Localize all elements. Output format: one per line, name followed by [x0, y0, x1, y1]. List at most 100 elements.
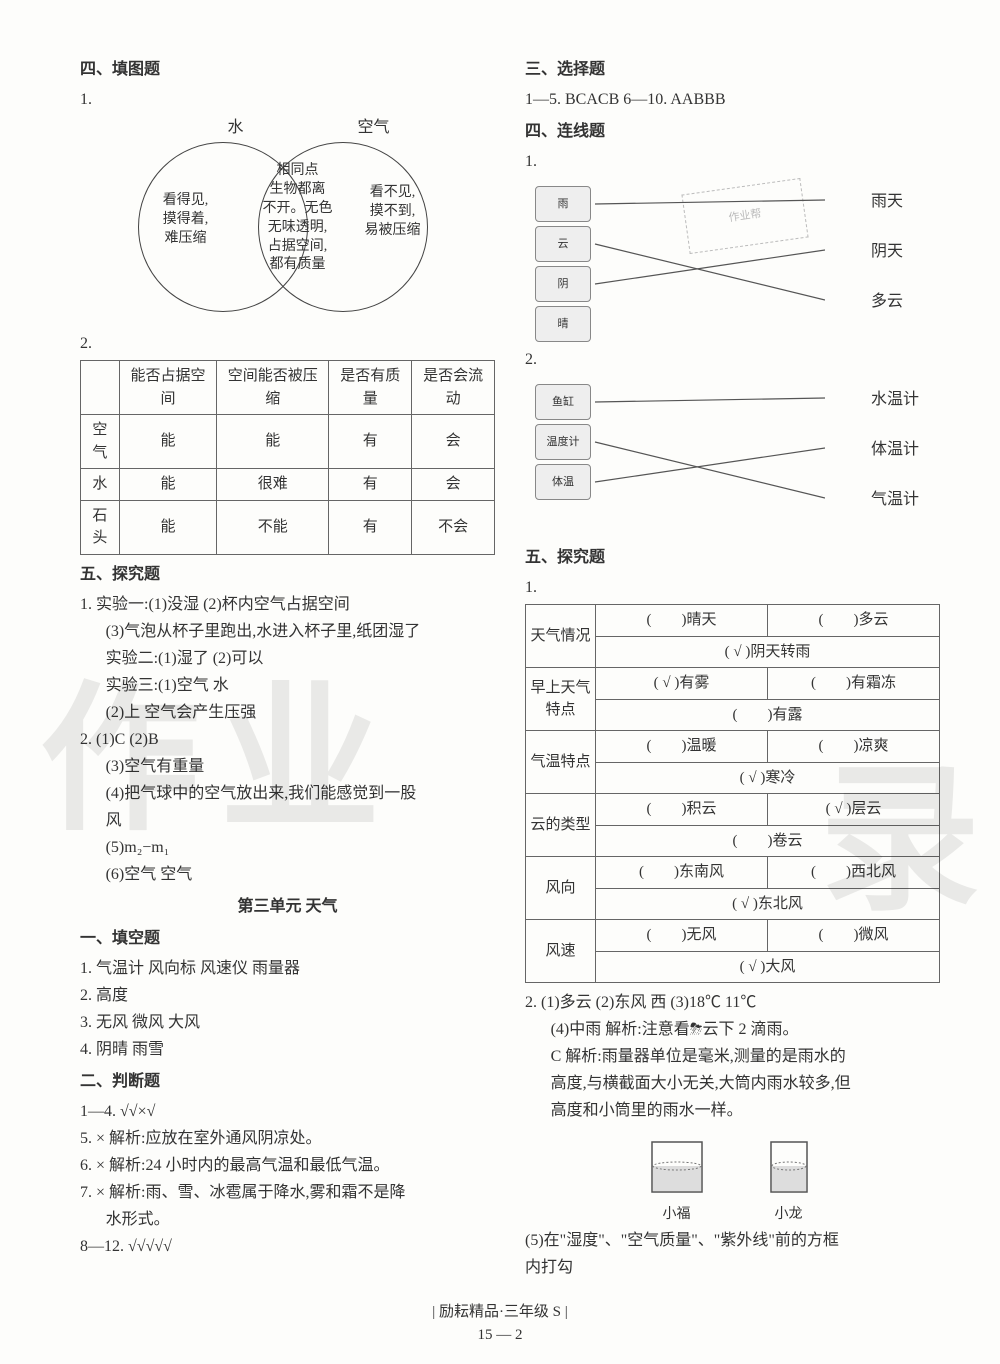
match-left-icon: 阴 [535, 266, 591, 302]
match-right-label: 水温计 [871, 388, 919, 412]
table-cell: 有 [329, 415, 412, 469]
match-right-label: 雨天 [871, 190, 903, 214]
venn-label-left: 水 [228, 116, 244, 140]
table-cell: 会 [412, 415, 495, 469]
q2-tail: (5)在"湿度"、"空气质量"、"紫外线"前的方框内打勾 [525, 1229, 940, 1280]
weather-table: 天气情况( )晴天( )多云( √ )阴天转雨早上天气特点( √ )有雾( )有… [525, 604, 940, 983]
section5-answers: 1. 实验一:(1)没湿 (2)杯内空气占据空间 (3)气泡从杯子里跑出,水进入… [80, 593, 495, 887]
q2-row: 2. [80, 332, 495, 356]
section4-title: 四、填图题 [80, 58, 495, 82]
table-header: 是否会流动 [412, 361, 495, 415]
answer-line: 风 [80, 809, 495, 833]
section3-answers: 1—5. BCACB 6—10. AABBB [525, 88, 940, 112]
q1-number: 1. [80, 88, 92, 112]
unit3-heading: 第三单元 天气 [80, 895, 495, 919]
match-left-icon: 雨 [535, 186, 591, 222]
beaker-left-icon [642, 1132, 712, 1202]
venn-text-right: 看不见, 摸不到, 易被压缩 [353, 184, 433, 241]
table-cell: 能 [119, 500, 216, 554]
match-left-icon: 晴 [535, 306, 591, 342]
beaker-left-label: 小福 [637, 1204, 717, 1225]
weather-q-number: 1. [525, 579, 537, 596]
weather-cell: ( √ )大风 [596, 951, 940, 983]
answer-line: (2)上 空气会产生压强 [80, 701, 495, 725]
table-cell: 能 [119, 415, 216, 469]
weather-cell: ( √ )寒冷 [596, 762, 940, 794]
table-cell: 能 [217, 415, 329, 469]
table-row: 风速( )无风( )微风 [526, 920, 940, 952]
answer-line: 5. × 解析:应放在室外通风阴凉处。 [80, 1127, 495, 1151]
table-header: 能否占据空间 [119, 361, 216, 415]
weather-q: 1. [525, 576, 940, 600]
weather-row-label: 早上天气特点 [526, 668, 596, 731]
beaker-right-label: 小龙 [749, 1204, 829, 1225]
match2-diagram: 鱼缸温度计体温水温计体温计气温计 [525, 376, 925, 536]
table-cell: 会 [412, 469, 495, 501]
answer-line: 8—12. √√√√√ [80, 1235, 495, 1259]
match-left-icon: 体温 [535, 464, 591, 500]
table-cell: 有 [329, 500, 412, 554]
match-right-label: 多云 [871, 290, 903, 314]
weather-cell: ( )东南风 [596, 857, 768, 889]
table-header [81, 361, 120, 415]
match-left-icon: 云 [535, 226, 591, 262]
table-row: 气温特点( )温暖( )凉爽 [526, 731, 940, 763]
answer-line: 6. × 解析:24 小时内的最高气温和最低气温。 [80, 1154, 495, 1178]
venn-label-right: 空气 [358, 116, 390, 140]
weather-row-label: 气温特点 [526, 731, 596, 794]
match-right-label: 体温计 [871, 438, 919, 462]
q2-number: 2. [80, 332, 92, 356]
two-column-layout: 四、填图题 1. 水 空气 看得见, 摸得着, 难压缩 相同点 生物都离 不开。… [80, 50, 940, 1283]
weather-row-label: 风向 [526, 857, 596, 920]
answer-line: 2. (1)多云 (2)东风 西 (3)18℃ 11℃ [525, 991, 940, 1015]
weather-cell: ( )卷云 [596, 825, 940, 857]
beaker-right: 小龙 [749, 1132, 829, 1225]
weather-cell: ( )积云 [596, 794, 768, 826]
match2-q: 2. [525, 348, 940, 372]
answer-line: (4)把气球中的空气放出来,我们能感觉到一股 [80, 782, 495, 806]
footer-page: 15 — 2 [0, 1324, 1000, 1347]
section2b-title: 二、判断题 [80, 1070, 495, 1094]
table-cell: 很难 [217, 469, 329, 501]
weather-cell: ( √ )东北风 [596, 888, 940, 920]
table-cell: 有 [329, 469, 412, 501]
table-cell: 石头 [81, 500, 120, 554]
match1-number: 1. [525, 153, 537, 170]
footer-brand: | 励耘精品·三年级 S | [0, 1301, 1000, 1324]
weather-cell: ( )无风 [596, 920, 768, 952]
venn-text-center: 相同点 生物都离 不开。无色 无味透明, 占据空间, 都有质量 [256, 162, 340, 275]
answer-line: 1. 实验一:(1)没湿 (2)杯内空气占据空间 [80, 593, 495, 617]
properties-table: 能否占据空间空间能否被压缩是否有质量是否会流动 空气能能有会水能很难有会石头能不… [80, 360, 495, 555]
weather-row-label: 风速 [526, 920, 596, 983]
section2b-answers: 1—4. √√×√5. × 解析:应放在室外通风阴凉处。6. × 解析:24 小… [80, 1100, 495, 1259]
match-right-label: 阴天 [871, 240, 903, 264]
table-cell: 不会 [412, 500, 495, 554]
left-column: 四、填图题 1. 水 空气 看得见, 摸得着, 难压缩 相同点 生物都离 不开。… [80, 50, 495, 1283]
section5b-title: 五、探究题 [525, 546, 940, 570]
answer-line: 实验二:(1)湿了 (2)可以 [80, 647, 495, 671]
weather-row-label: 云的类型 [526, 794, 596, 857]
answer-line: (5)m₂−m₁ [80, 836, 495, 860]
match-right-label: 气温计 [871, 488, 919, 512]
venn-diagram: 水 空气 看得见, 摸得着, 难压缩 相同点 生物都离 不开。无色 无味透明, … [108, 112, 468, 332]
table-row: 石头能不能有不会 [81, 500, 495, 554]
match2-number: 2. [525, 351, 537, 368]
beaker-row: 小福 小龙 [525, 1126, 940, 1226]
table-cell: 不能 [217, 500, 329, 554]
answer-line: 3. 无风 微风 大风 [80, 1011, 495, 1035]
section1b-answers: 1. 气温计 风向标 风速仪 雨量器2. 高度3. 无风 微风 大风4. 阴晴 … [80, 957, 495, 1062]
answer-line: C 解析:雨量器单位是毫米,测量的是雨水的 [525, 1045, 940, 1069]
table-row: 风向( )东南风( )西北风 [526, 857, 940, 889]
answer-line: 内打勾 [525, 1256, 940, 1280]
right-column: 三、选择题 1—5. BCACB 6—10. AABBB 四、连线题 1. 作业… [525, 50, 940, 1283]
table-row: 空气能能有会 [81, 415, 495, 469]
table-row: 天气情况( )晴天( )多云 [526, 605, 940, 637]
answer-line: 7. × 解析:雨、雪、冰雹属于降水,雾和霜不是降 [80, 1181, 495, 1205]
weather-cell: ( )西北风 [768, 857, 940, 889]
beaker-left: 小福 [637, 1132, 717, 1225]
weather-cell: ( )有霜冻 [768, 668, 940, 700]
answer-line: 高度和小筒里的雨水一样。 [525, 1099, 940, 1123]
table-cell: 水 [81, 469, 120, 501]
table-row: 水能很难有会 [81, 469, 495, 501]
weather-cell: ( )微风 [768, 920, 940, 952]
